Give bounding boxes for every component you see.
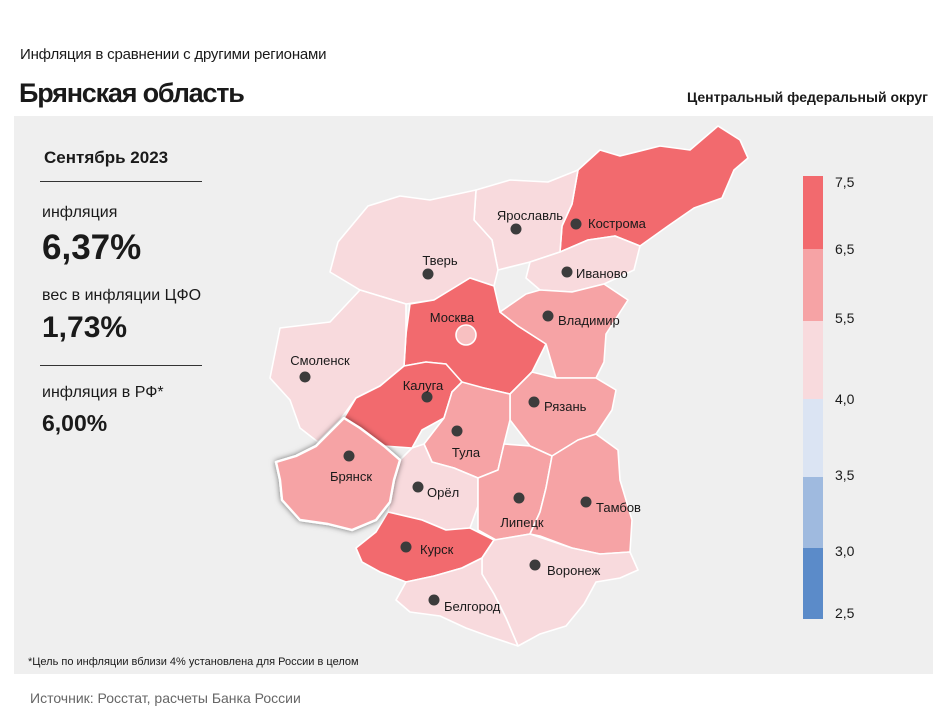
city-marker bbox=[299, 371, 311, 383]
city-marker bbox=[451, 425, 463, 437]
legend-tick: 4,0 bbox=[835, 391, 855, 407]
region-vladimir[interactable] bbox=[499, 283, 629, 379]
region-ivanovo[interactable] bbox=[525, 235, 641, 293]
page-title: Брянская область bbox=[19, 78, 245, 108]
city-marker bbox=[412, 481, 424, 493]
city-label: Москва bbox=[430, 310, 475, 325]
city-label: Орёл bbox=[427, 485, 459, 500]
city-marker bbox=[580, 496, 592, 508]
region-belgorod[interactable] bbox=[395, 557, 519, 647]
city-label: Тула bbox=[452, 445, 481, 460]
region-bryansk[interactable] bbox=[274, 416, 402, 532]
legend-tick: 6,5 bbox=[835, 241, 855, 257]
city-label: Курск bbox=[420, 542, 454, 557]
city-marker bbox=[400, 541, 412, 553]
district-label: Центральный федеральный округ bbox=[686, 89, 928, 105]
city-label: Тамбов bbox=[596, 500, 641, 515]
weight-label: вес в инфляции ЦФО bbox=[42, 287, 202, 304]
legend-tick: 3,5 bbox=[835, 467, 855, 483]
russia-inflation-label: инфляция в РФ* bbox=[42, 384, 164, 401]
city-marker bbox=[421, 391, 433, 403]
legend-bin-2-5-3-0 bbox=[803, 548, 823, 619]
legend-bin-6-5-7-5 bbox=[803, 176, 823, 249]
city-label: Владимир bbox=[558, 313, 620, 328]
city-label: Смоленск bbox=[290, 353, 350, 368]
city-marker bbox=[561, 266, 573, 278]
city-marker bbox=[528, 396, 540, 408]
city-label: Иваново bbox=[576, 266, 628, 281]
city-marker bbox=[529, 559, 541, 571]
legend-bin-4-0-5-5 bbox=[803, 321, 823, 399]
legend-tick: 2,5 bbox=[835, 605, 855, 621]
weight-value: 1,73% bbox=[42, 311, 128, 344]
city-label: Рязань bbox=[544, 399, 587, 414]
city-label: Ярославль bbox=[497, 208, 563, 223]
legend-bin-3-0-3-5 bbox=[803, 477, 823, 548]
region-ryazan[interactable] bbox=[509, 371, 617, 457]
city-marker bbox=[428, 594, 440, 606]
legend-tick: 3,0 bbox=[835, 543, 855, 559]
city-marker bbox=[422, 268, 434, 280]
city-marker bbox=[570, 218, 582, 230]
city-label: Калуга bbox=[403, 378, 444, 393]
city-marker bbox=[510, 223, 522, 235]
city-label: Липецк bbox=[500, 515, 544, 530]
city-label: Воронеж bbox=[547, 563, 601, 578]
city-marker bbox=[513, 492, 525, 504]
source-note: Источник: Росстат, расчеты Банка России bbox=[30, 690, 301, 706]
divider-top bbox=[40, 181, 202, 182]
inflation-label: инфляция bbox=[42, 204, 118, 221]
city-label: Брянск bbox=[330, 469, 372, 484]
legend-bin-5-5-6-5 bbox=[803, 249, 823, 321]
city-label: Тверь bbox=[422, 253, 458, 268]
city-label: Белгород bbox=[444, 599, 501, 614]
legend-tick: 5,5 bbox=[835, 310, 855, 326]
divider-bottom bbox=[40, 365, 202, 366]
city-marker bbox=[542, 310, 554, 322]
region-kostroma[interactable] bbox=[559, 125, 749, 253]
legend-tick: 7,5 bbox=[835, 174, 855, 190]
legend-bin-3-5-4-0 bbox=[803, 399, 823, 477]
footnote: *Цель по инфляции вблизи 4% установлена … bbox=[28, 656, 359, 668]
region-kaluga[interactable] bbox=[343, 361, 463, 449]
city-label: Кострома bbox=[588, 216, 647, 231]
city-marker bbox=[455, 324, 477, 346]
inflation-value: 6,37% bbox=[42, 228, 142, 267]
chart-subtitle: Инфляция в сравнении с другими регионами bbox=[20, 46, 327, 63]
russia-inflation-value: 6,00% bbox=[42, 410, 108, 436]
period-label: Сентябрь 2023 bbox=[44, 148, 169, 167]
city-marker bbox=[343, 450, 355, 462]
